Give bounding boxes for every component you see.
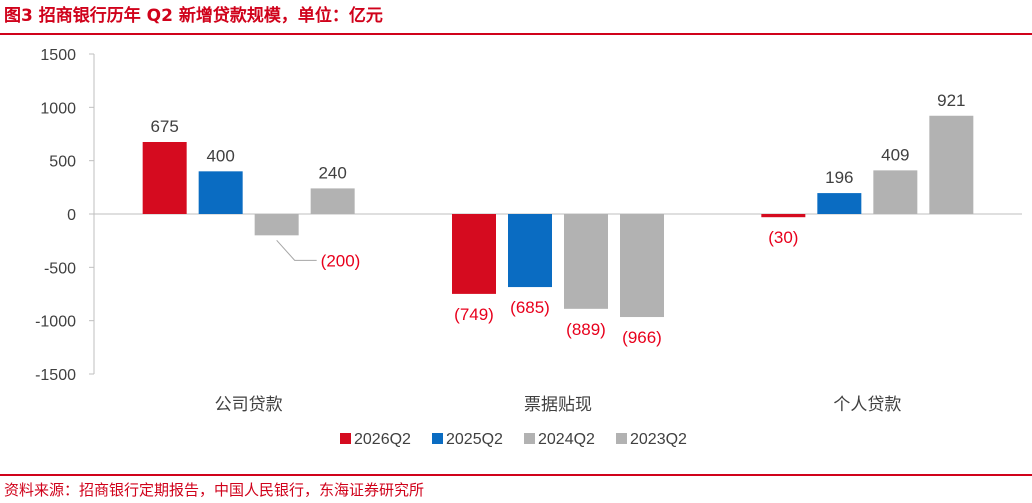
legend-label: 2024Q2 — [538, 431, 595, 448]
title-divider — [0, 33, 1032, 35]
y-tick-label: 500 — [49, 154, 76, 171]
x-tick-label: 个人贷款 — [833, 395, 901, 414]
y-tick-label: 1000 — [40, 100, 76, 117]
data-label: 400 — [206, 146, 234, 165]
data-label: 409 — [881, 145, 909, 164]
bar — [564, 214, 608, 309]
leader-line — [276, 239, 317, 261]
bar-chart: 1500 1000 500 0 -500 -1000 -1500 公司贷款 675 400 (200… — [35, 47, 1022, 448]
bar — [817, 193, 862, 214]
y-tick-label: 1500 — [40, 47, 76, 64]
legend-label: 2026Q2 — [354, 431, 411, 448]
y-tick-label: 0 — [67, 207, 76, 224]
legend-swatch — [340, 433, 351, 444]
bar — [310, 188, 355, 214]
legend-label: 2023Q2 — [630, 431, 687, 448]
data-label: 675 — [150, 117, 178, 136]
data-label: (200) — [321, 251, 361, 270]
bar — [142, 142, 187, 214]
data-label: (966) — [622, 328, 662, 347]
bar — [198, 171, 243, 214]
y-tick-label: -1500 — [35, 367, 76, 384]
bar — [254, 214, 299, 236]
x-tick-label: 公司贷款 — [215, 395, 283, 414]
y-tick-label: -500 — [44, 260, 76, 277]
data-label: (749) — [454, 305, 494, 324]
source-note: 资料来源：招商银行定期报告，中国人民银行，东海证券研究所 — [4, 481, 425, 499]
data-label: (30) — [768, 228, 798, 247]
bar — [508, 214, 552, 288]
source-divider — [0, 474, 1032, 476]
bar — [620, 214, 664, 318]
data-label: (685) — [510, 298, 550, 317]
data-label: 240 — [318, 163, 346, 182]
legend-swatch — [432, 433, 443, 444]
legend-label: 2025Q2 — [446, 431, 503, 448]
x-tick-label: 票据贴现 — [524, 395, 592, 414]
legend-swatch — [524, 433, 535, 444]
data-label: 196 — [825, 168, 853, 187]
legend-swatch — [616, 433, 627, 444]
bar — [761, 214, 806, 218]
data-label: 921 — [937, 91, 965, 110]
y-tick-label: -1000 — [35, 314, 76, 331]
data-label: (889) — [566, 320, 606, 339]
bar — [929, 115, 974, 214]
figure-title: 图3 招商银行历年 Q2 新增贷款规模，单位：亿元 — [4, 6, 383, 26]
bar — [452, 214, 496, 294]
bar — [873, 170, 918, 214]
